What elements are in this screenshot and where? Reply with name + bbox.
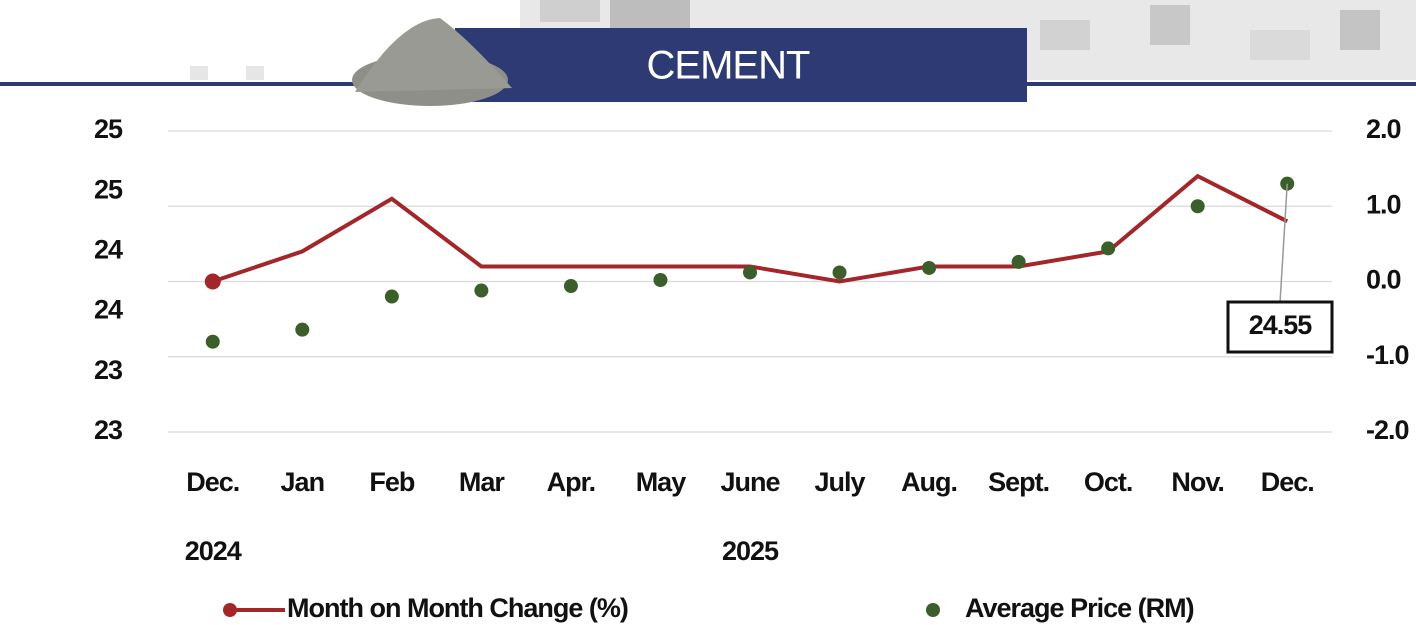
y2-tick-label: -1.0 — [1366, 340, 1409, 370]
data-point — [833, 265, 847, 279]
y-tick-label: 23 — [94, 355, 123, 385]
x-tick-label: Dec. — [1261, 467, 1314, 497]
y2-tick-label: 1.0 — [1366, 189, 1401, 219]
y2-tick-label: -2.0 — [1366, 415, 1409, 445]
data-point — [295, 323, 309, 337]
header-title: CEMENT — [647, 44, 810, 88]
x-tick-label: June — [720, 467, 780, 497]
y-tick-label: 24 — [94, 295, 123, 325]
data-point — [564, 279, 578, 293]
value-label: 24.55 — [1249, 310, 1313, 340]
x-tick-label: Dec. — [186, 467, 239, 497]
legend-marker — [223, 603, 237, 617]
legend-label: Month on Month Change (%) — [287, 593, 628, 623]
y2-tick-label: 0.0 — [1366, 265, 1401, 295]
y-tick-label: 25 — [94, 114, 123, 144]
data-point — [474, 284, 488, 298]
legend-marker — [926, 603, 940, 617]
x-group-label: 2024 — [185, 536, 242, 566]
data-point — [922, 261, 936, 275]
x-tick-label: Oct. — [1084, 467, 1133, 497]
data-point — [1191, 199, 1205, 213]
y-tick-label: 24 — [94, 235, 123, 265]
x-tick-label: Feb — [369, 467, 415, 497]
x-tick-label: Mar — [459, 467, 506, 497]
legend-label: Average Price (RM) — [965, 593, 1194, 623]
data-point — [653, 273, 667, 287]
data-point — [1101, 241, 1115, 255]
y-tick-label: 23 — [94, 415, 123, 445]
x-tick-label: Nov. — [1171, 467, 1224, 497]
data-point — [206, 335, 220, 349]
page: {"header": {"title": "CEMENT"}, "chart_d… — [0, 0, 1416, 625]
label-leader — [1280, 184, 1287, 303]
y-tick-label: 25 — [94, 174, 123, 204]
x-tick-label: May — [636, 467, 687, 497]
x-group-label: 2025 — [722, 536, 779, 566]
chart: CEMENT -2.0 -1.0 0.0 1.0 2.0 23 23 24 24 25 25 Dec.… — [0, 0, 1416, 625]
data-point — [1012, 255, 1026, 269]
data-point — [743, 265, 757, 279]
x-tick-label: July — [815, 467, 866, 497]
x-tick-label: Sept. — [988, 467, 1049, 497]
y2-tick-label: 2.0 — [1366, 114, 1401, 144]
x-tick-label: Jan — [281, 467, 325, 497]
data-point — [385, 290, 399, 304]
data-point — [205, 274, 221, 290]
x-tick-label: Aug. — [901, 467, 957, 497]
x-tick-label: Apr. — [547, 467, 596, 497]
